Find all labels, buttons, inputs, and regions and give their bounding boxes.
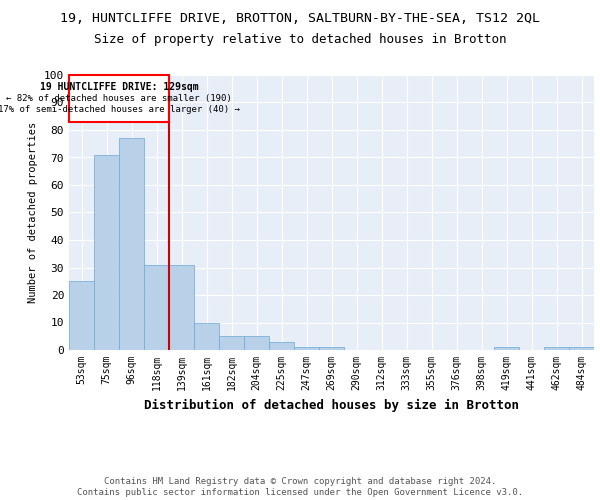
Bar: [494, 347, 519, 350]
Bar: [319, 347, 344, 350]
Bar: [269, 342, 294, 350]
Bar: [69, 281, 94, 350]
Bar: [244, 336, 269, 350]
Bar: [144, 265, 169, 350]
Bar: [294, 347, 319, 350]
Text: 19 HUNTCLIFFE DRIVE: 129sqm: 19 HUNTCLIFFE DRIVE: 129sqm: [40, 82, 199, 92]
X-axis label: Distribution of detached houses by size in Brotton: Distribution of detached houses by size …: [144, 398, 519, 411]
Bar: [194, 322, 219, 350]
Bar: [169, 265, 194, 350]
Y-axis label: Number of detached properties: Number of detached properties: [28, 122, 38, 303]
Text: Size of property relative to detached houses in Brotton: Size of property relative to detached ho…: [94, 32, 506, 46]
Text: 19, HUNTCLIFFE DRIVE, BROTTON, SALTBURN-BY-THE-SEA, TS12 2QL: 19, HUNTCLIFFE DRIVE, BROTTON, SALTBURN-…: [60, 12, 540, 26]
Text: Contains HM Land Registry data © Crown copyright and database right 2024.
Contai: Contains HM Land Registry data © Crown c…: [77, 478, 523, 497]
Text: 17% of semi-detached houses are larger (40) →: 17% of semi-detached houses are larger (…: [0, 106, 240, 114]
Bar: [94, 155, 119, 350]
Bar: [119, 138, 144, 350]
Bar: [544, 347, 569, 350]
FancyBboxPatch shape: [69, 75, 169, 122]
Text: ← 82% of detached houses are smaller (190): ← 82% of detached houses are smaller (19…: [6, 94, 232, 104]
Bar: [569, 347, 594, 350]
Bar: [219, 336, 244, 350]
